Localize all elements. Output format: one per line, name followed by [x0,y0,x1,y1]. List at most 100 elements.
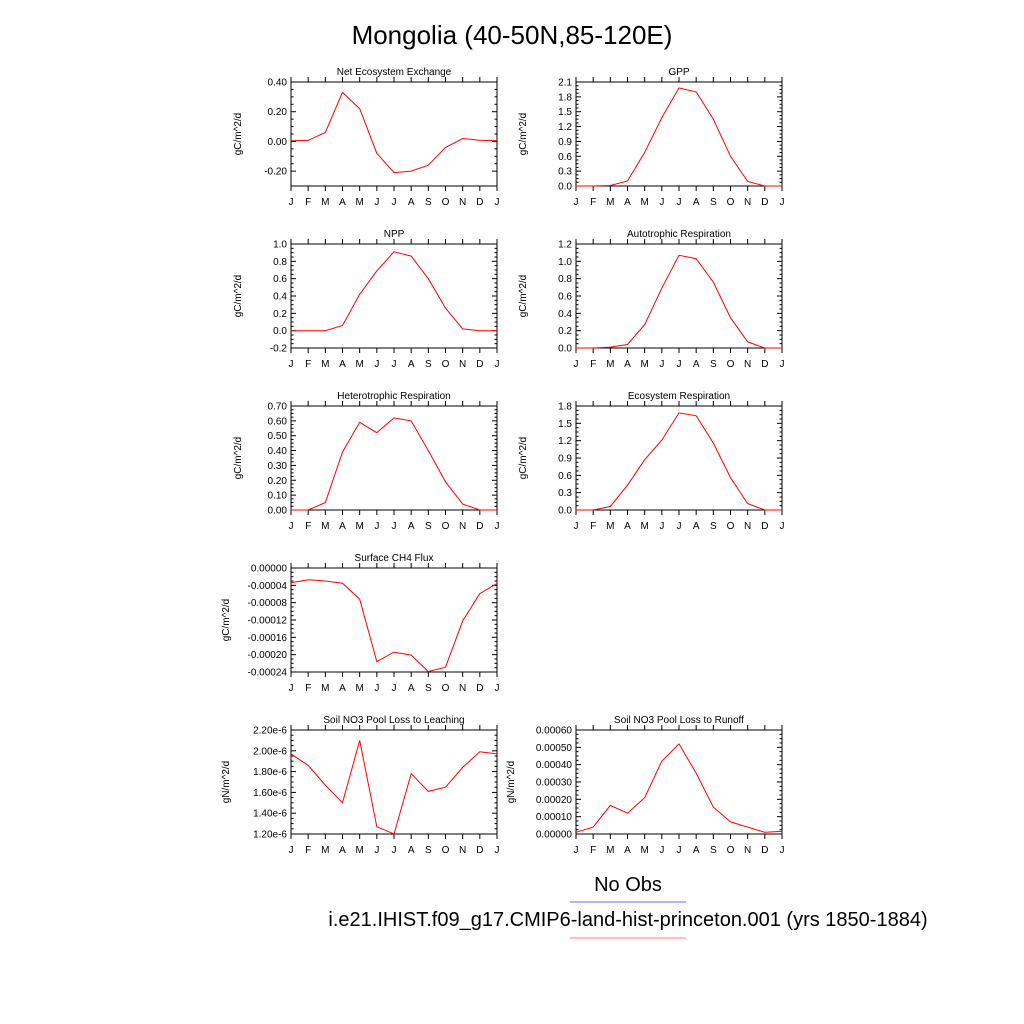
panel-0: Net Ecosystem Exchange gC/m^2/d -0.20 0.00 0… [233,67,500,208]
y-tick-label: 0.00 [268,506,288,517]
y-axis-label: gC/m^2/d [518,437,529,480]
x-tick-label: J [495,359,500,370]
x-tick-label: D [476,197,483,208]
y-tick-label: 0.10 [268,491,288,502]
panel-title: Surface CH4 Flux [355,553,434,564]
x-tick-label: O [442,359,450,370]
x-tick-label: S [425,521,432,532]
x-tick-label: A [408,683,415,694]
y-tick-label: 0.20 [268,107,288,118]
x-tick-label: A [693,359,700,370]
x-tick-label: N [744,359,751,370]
y-tick-label: -0.00012 [248,616,288,627]
x-tick-label: J [659,197,664,208]
x-tick-label: M [355,683,363,694]
x-tick-label: J [374,197,379,208]
x-tick-label: N [744,845,751,856]
x-tick-label: M [640,521,648,532]
x-tick-label: M [640,845,648,856]
y-tick-label: 0.4 [558,309,572,320]
x-tick-label: J [392,845,397,856]
x-tick-label: J [392,521,397,532]
y-axis-label: gC/m^2/d [233,437,244,480]
x-tick-label: M [355,197,363,208]
series-line [575,743,783,833]
x-tick-label: A [624,197,631,208]
x-tick-label: J [574,845,579,856]
plot-frame [575,81,783,187]
x-tick-label: D [476,359,483,370]
y-tick-label: 1.8 [558,402,572,413]
y-tick-label: -0.00024 [248,668,288,679]
y-tick-label: 0.6 [558,292,572,303]
y-axis-label: gC/m^2/d [518,113,529,156]
series-line [576,87,782,187]
x-tick-label: J [677,359,682,370]
plot-frame [575,243,783,349]
x-tick-label: J [659,521,664,532]
x-tick-label: N [459,683,466,694]
x-tick-label: S [425,683,432,694]
y-tick-label: 1.8 [558,92,572,103]
y-tick-label: 0.9 [558,454,572,465]
y-tick-label: 0.30 [268,461,288,472]
x-tick-label: F [590,197,596,208]
x-tick-label: O [442,197,450,208]
panel-title: Soil NO3 Pool Loss to Runoff [614,715,744,726]
panel-5: Ecosystem Respiration gC/m^2/d 0.0 0.3 0.6 0.… [518,391,785,532]
x-tick-label: N [459,845,466,856]
x-tick-label: J [677,845,682,856]
y-tick-label: 0.40 [268,78,288,89]
y-tick-label: 0.40 [268,446,288,457]
y-tick-label: 0.9 [558,137,572,148]
x-tick-label: J [495,845,500,856]
x-tick-label: A [339,845,346,856]
panel-title: Heterotrophic Respiration [337,391,450,402]
x-tick-label: F [305,521,311,532]
x-tick-label: D [476,521,483,532]
figure-title: Mongolia (40-50N,85-120E) [352,20,673,50]
y-tick-label: -0.20 [264,167,287,178]
x-tick-label: D [476,845,483,856]
x-tick-label: F [305,683,311,694]
y-tick-label: 0.00 [268,137,288,148]
x-tick-label: J [677,197,682,208]
y-axis-label: gC/m^2/d [221,599,232,642]
y-tick-label: 0.3 [558,167,572,178]
x-tick-label: A [339,197,346,208]
x-tick-label: J [374,521,379,532]
y-tick-label: 0.00050 [536,743,573,754]
y-tick-label: 1.0 [558,257,572,268]
legend-label-model: i.e21.IHIST.f09_g17.CMIP6-land-hist-prin… [328,909,927,931]
x-tick-label: A [408,845,415,856]
y-tick-label: 0.70 [268,402,288,413]
y-tick-label: 2.20e-6 [253,726,287,737]
x-tick-label: A [624,359,631,370]
x-tick-label: A [693,521,700,532]
y-tick-label: 0.2 [273,309,287,320]
x-tick-label: J [289,683,294,694]
plot-frame [290,729,498,835]
y-tick-label: 0.0 [273,326,287,337]
x-tick-label: J [780,845,785,856]
series-line [291,251,497,332]
series-line [290,740,498,835]
x-tick-label: A [339,683,346,694]
y-tick-label: -0.00020 [248,650,288,661]
x-tick-label: S [425,359,432,370]
y-tick-label: 0.6 [558,471,572,482]
x-tick-label: F [590,845,596,856]
y-axis-label: gN/m^2/d [506,761,517,804]
x-tick-label: A [693,197,700,208]
panel-3: Autotrophic Respiration gC/m^2/d 0.0 0.2 0.4… [518,229,785,370]
x-tick-label: O [442,521,450,532]
y-tick-label: 1.5 [558,107,572,118]
x-tick-label: J [677,521,682,532]
x-tick-label: J [659,359,664,370]
y-tick-label: 0.50 [268,431,288,442]
y-tick-label: 1.0 [273,240,287,251]
y-tick-label: 0.00040 [536,760,573,771]
y-tick-label: 0.8 [273,257,287,268]
panel-6: Surface CH4 Flux gC/m^2/d -0.00024 -0.00020… [221,553,500,694]
series-line [290,579,498,673]
